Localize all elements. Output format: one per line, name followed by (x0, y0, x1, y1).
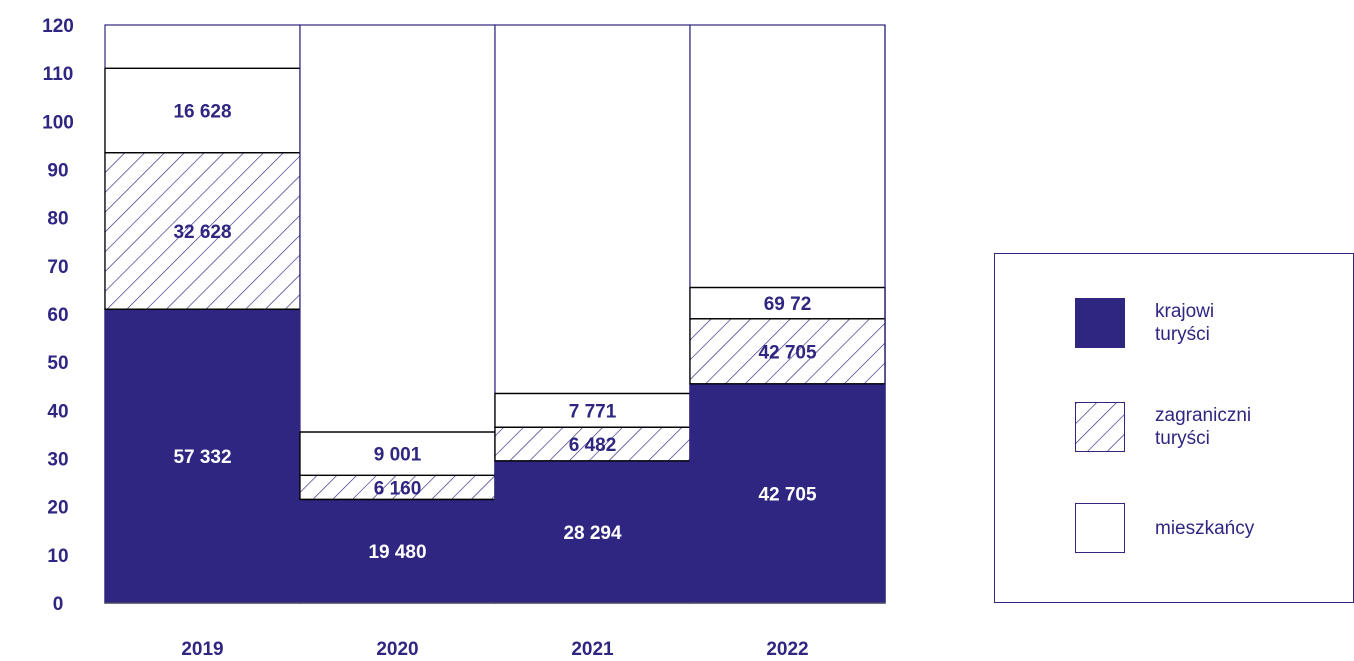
bar-segment (494, 392, 691, 428)
legend-label-line: mieszkańcy (1155, 517, 1255, 539)
legend-label-foreign: zagraniczni turyści (1155, 404, 1305, 450)
legend-swatch-residents (1075, 503, 1125, 553)
legend-label-residents: mieszkańcy (1155, 517, 1305, 540)
y-tick-label: 90 (47, 161, 68, 182)
x-tick-label: 2020 (376, 639, 418, 660)
legend-item-residents: mieszkańcy (1075, 503, 1305, 553)
y-tick-label: 60 (47, 305, 68, 326)
data-label: 57 332 (173, 447, 231, 468)
data-label: 19 480 (368, 542, 426, 563)
x-tick-label: 2019 (181, 639, 223, 660)
y-tick-label: 0 (53, 594, 64, 615)
x-tick-label: 2022 (766, 639, 808, 660)
data-label: 69 72 (764, 294, 812, 315)
data-label: 6 160 (374, 478, 422, 499)
data-label: 28 294 (563, 523, 622, 544)
legend-label-line: turyści (1155, 324, 1210, 345)
y-tick-label: 70 (47, 257, 68, 278)
y-tick-label: 50 (47, 353, 68, 374)
bar-segment (689, 383, 886, 604)
data-label: 6 482 (569, 435, 617, 456)
x-axis: 2019 2020 2021 2022 (181, 639, 808, 660)
legend-swatch-domestic (1075, 298, 1125, 348)
bars-group: 57 332 32 628 16 628 19 480 6 160 9 001 28 294… (104, 24, 886, 604)
hatch-swatch-icon (1076, 403, 1124, 451)
bar-segment (104, 308, 301, 604)
y-tick-label: 30 (47, 450, 68, 471)
legend-label-domestic: krajowi turyści (1155, 300, 1305, 346)
bar-segment (104, 67, 301, 154)
data-label: 32 628 (173, 222, 231, 243)
bar-segment (689, 286, 886, 320)
bar-segment (689, 318, 886, 385)
data-label: 42 705 (758, 484, 817, 505)
legend-item-domestic: krajowi turyści (1075, 298, 1305, 348)
data-label: 16 628 (173, 101, 231, 122)
y-tick-label: 10 (47, 546, 68, 567)
legend-item-foreign: zagraniczni turyści (1075, 402, 1305, 452)
data-label: 9 001 (374, 445, 422, 466)
legend-swatch-foreign (1075, 402, 1125, 452)
data-label: 42 705 (758, 342, 817, 363)
bar-segment (299, 498, 496, 604)
y-tick-label: 110 (43, 64, 74, 85)
legend-label-line: krajowi (1155, 301, 1215, 322)
y-axis: 0 10 20 30 40 50 60 70 80 90 100 110 120 (42, 16, 74, 615)
y-tick-label: 80 (47, 209, 68, 230)
legend-label-line: zagraniczni (1155, 405, 1252, 426)
legend-label-line: turyści (1155, 428, 1210, 449)
bar-segment (494, 460, 691, 604)
y-tick-label: 20 (47, 498, 68, 519)
data-label: 7 771 (569, 401, 617, 422)
bar-segment (299, 431, 496, 477)
y-tick-label: 100 (42, 112, 74, 133)
x-tick-label: 2021 (571, 639, 614, 660)
y-tick-label: 120 (42, 16, 74, 37)
y-tick-label: 40 (47, 401, 68, 422)
legend: krajowi turyści zagraniczni turyści mies… (994, 253, 1354, 603)
